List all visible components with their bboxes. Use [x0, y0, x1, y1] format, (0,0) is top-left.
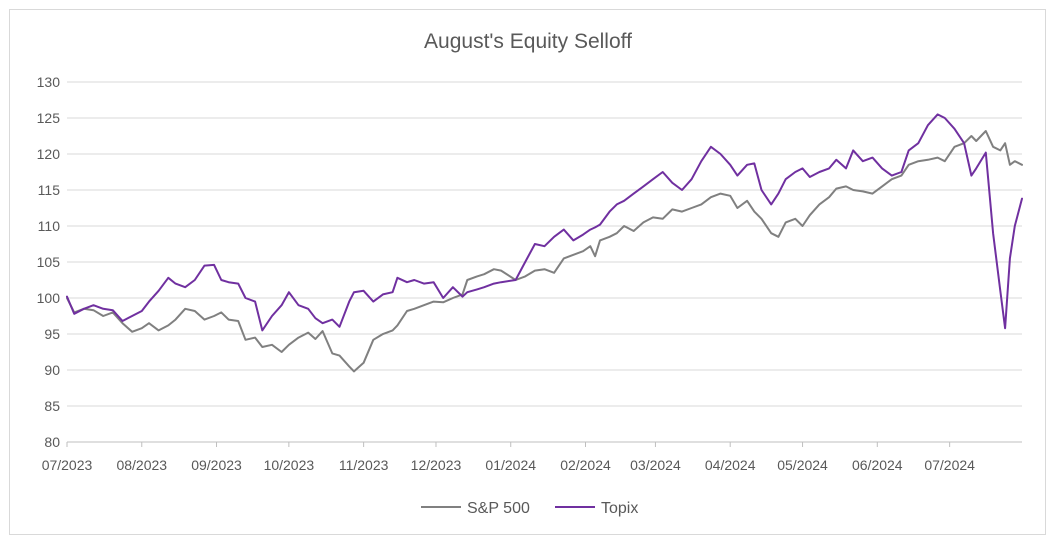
- y-tick-label: 105: [37, 254, 61, 270]
- y-tick-label: 100: [37, 290, 61, 306]
- x-tick-label: 04/2024: [705, 457, 756, 473]
- x-tick-label: 11/2023: [339, 457, 389, 473]
- legend-label-topix: Topix: [601, 500, 638, 517]
- series-lines: [66, 113, 1023, 373]
- legend: S&P 500 Topix: [421, 500, 638, 517]
- x-tick-label: 10/2023: [264, 457, 315, 473]
- y-axis: 80 85 90 95 100 105 110 115 120 125 130: [37, 74, 61, 450]
- y-tick-label: 110: [38, 218, 61, 234]
- x-tick-label: 05/2024: [777, 457, 828, 473]
- y-tick-label: 95: [44, 326, 60, 342]
- y-tick-label: 130: [37, 74, 61, 90]
- x-tick-label: 12/2023: [411, 457, 462, 473]
- y-tick-label: 90: [44, 362, 60, 378]
- y-tick-label: 120: [37, 146, 61, 162]
- y-tick-label: 125: [37, 110, 61, 126]
- y-tick-label: 115: [38, 182, 61, 198]
- x-tick-label: 03/2024: [630, 457, 681, 473]
- series-line-s-p-500: [66, 130, 1023, 373]
- x-tick-label: 01/2024: [485, 457, 536, 473]
- series-line-topix: [66, 113, 1023, 332]
- x-tick-label: 08/2023: [116, 457, 167, 473]
- x-tick-label: 09/2023: [191, 457, 242, 473]
- x-tick-label: 02/2024: [560, 457, 611, 473]
- chart-frame: [9, 9, 1046, 535]
- legend-label-s-p-500: S&P 500: [467, 500, 530, 517]
- x-tick-label: 06/2024: [852, 457, 903, 473]
- chart-title: August's Equity Selloff: [424, 30, 632, 53]
- grid-lines: [67, 81, 1022, 407]
- y-tick-label: 80: [44, 434, 60, 450]
- x-tick-label: 07/2023: [42, 457, 93, 473]
- x-tick-label: 07/2024: [924, 457, 975, 473]
- y-tick-label: 85: [44, 398, 60, 414]
- x-axis: 07/2023 08/2023 09/2023 10/2023 11/2023 12/20…: [42, 441, 1022, 473]
